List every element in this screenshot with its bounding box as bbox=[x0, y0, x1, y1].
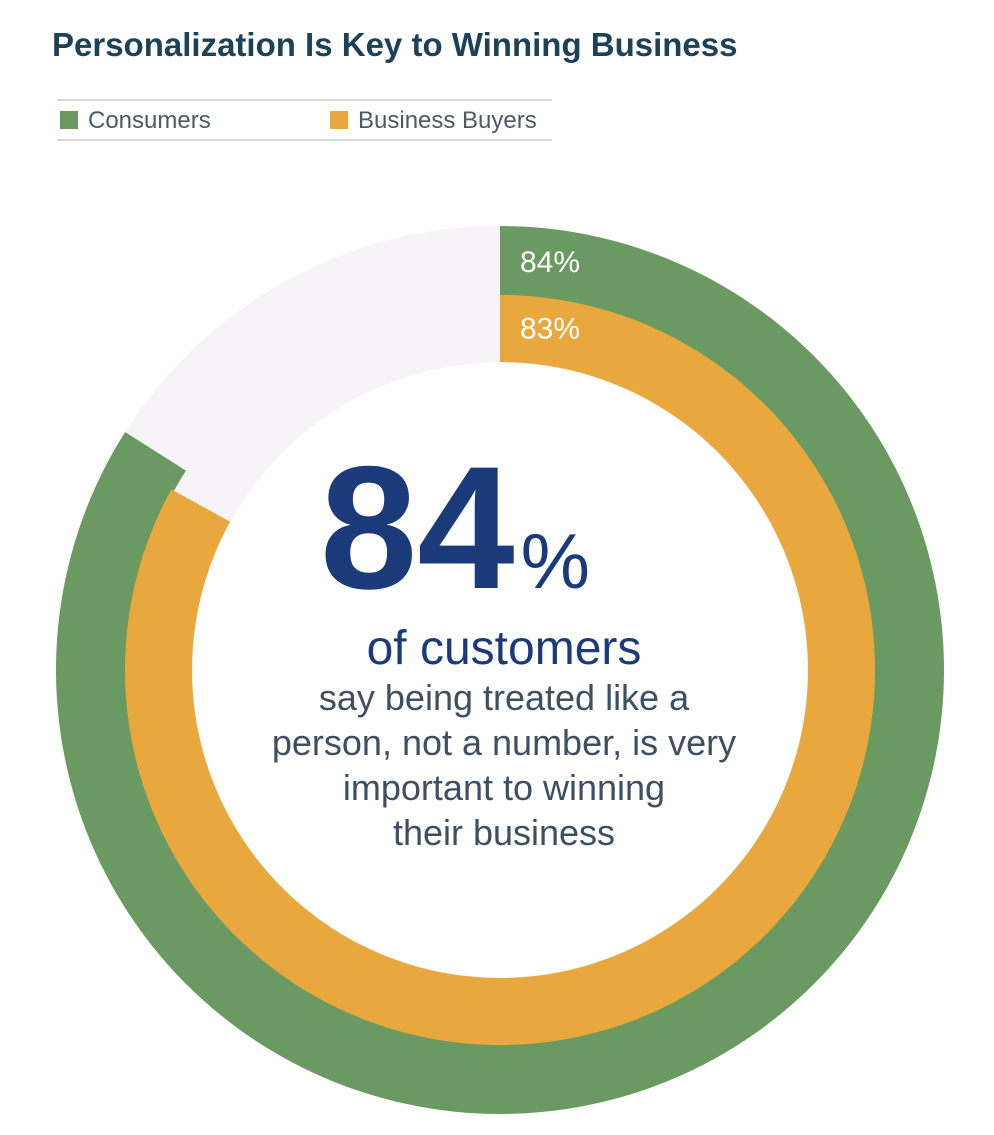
legend-label: Consumers bbox=[88, 107, 211, 134]
chart-title: Personalization Is Key to Winning Busine… bbox=[52, 26, 738, 63]
center-unit: % bbox=[521, 517, 590, 605]
legend-swatch bbox=[60, 111, 78, 129]
value-label: 83% bbox=[520, 313, 580, 346]
center-body: say being treated like a bbox=[319, 677, 690, 718]
legend-swatch bbox=[330, 111, 348, 129]
center-figure: 84% bbox=[320, 431, 590, 626]
center-number: 84 bbox=[320, 431, 515, 626]
center-body: important to winning bbox=[343, 767, 665, 808]
legend-label: Business Buyers bbox=[358, 107, 537, 134]
value-label: 84% bbox=[520, 246, 580, 279]
center-body: person, not a number, is very bbox=[272, 722, 736, 763]
center-headline: of customers bbox=[367, 622, 642, 675]
center-body: their business bbox=[393, 812, 615, 853]
